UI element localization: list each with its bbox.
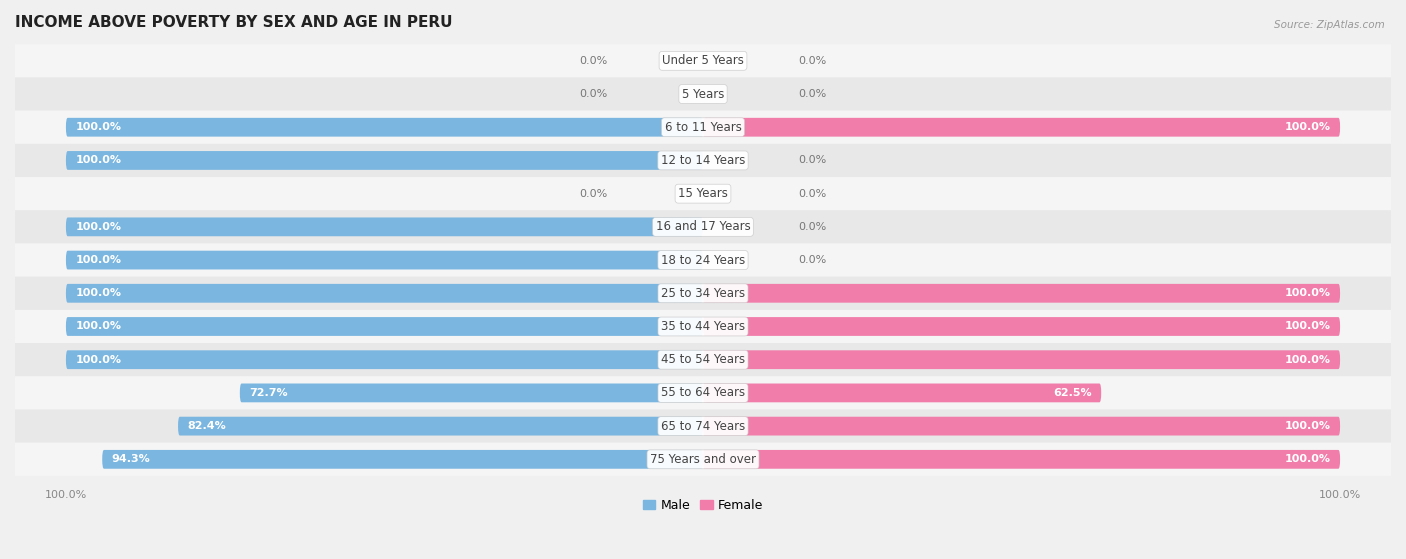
Text: 0.0%: 0.0% xyxy=(799,255,827,265)
Text: 100.0%: 100.0% xyxy=(1285,288,1330,299)
FancyBboxPatch shape xyxy=(15,277,1391,310)
FancyBboxPatch shape xyxy=(703,284,1340,302)
Text: 100.0%: 100.0% xyxy=(1285,421,1330,431)
Text: 0.0%: 0.0% xyxy=(799,89,827,99)
FancyBboxPatch shape xyxy=(66,217,703,236)
FancyBboxPatch shape xyxy=(703,317,1340,336)
Text: 65 to 74 Years: 65 to 74 Years xyxy=(661,420,745,433)
Text: 100.0%: 100.0% xyxy=(76,321,121,331)
Text: 0.0%: 0.0% xyxy=(799,155,827,165)
Text: 0.0%: 0.0% xyxy=(579,89,607,99)
Text: 82.4%: 82.4% xyxy=(187,421,226,431)
Text: 12 to 14 Years: 12 to 14 Years xyxy=(661,154,745,167)
Text: 16 and 17 Years: 16 and 17 Years xyxy=(655,220,751,233)
FancyBboxPatch shape xyxy=(15,177,1391,210)
Text: 100.0%: 100.0% xyxy=(76,122,121,132)
FancyBboxPatch shape xyxy=(15,376,1391,410)
Text: 100.0%: 100.0% xyxy=(1285,321,1330,331)
Text: 62.5%: 62.5% xyxy=(1053,388,1091,398)
FancyBboxPatch shape xyxy=(15,210,1391,244)
FancyBboxPatch shape xyxy=(66,118,703,136)
Text: 0.0%: 0.0% xyxy=(579,188,607,198)
FancyBboxPatch shape xyxy=(15,410,1391,443)
Text: 94.3%: 94.3% xyxy=(112,454,150,465)
FancyBboxPatch shape xyxy=(66,250,703,269)
FancyBboxPatch shape xyxy=(240,383,703,402)
FancyBboxPatch shape xyxy=(103,450,703,469)
FancyBboxPatch shape xyxy=(66,284,703,302)
FancyBboxPatch shape xyxy=(15,343,1391,376)
FancyBboxPatch shape xyxy=(66,317,703,336)
Text: 55 to 64 Years: 55 to 64 Years xyxy=(661,386,745,400)
Text: INCOME ABOVE POVERTY BY SEX AND AGE IN PERU: INCOME ABOVE POVERTY BY SEX AND AGE IN P… xyxy=(15,15,453,30)
FancyBboxPatch shape xyxy=(15,44,1391,77)
Text: 0.0%: 0.0% xyxy=(799,188,827,198)
FancyBboxPatch shape xyxy=(179,416,703,435)
Text: 100.0%: 100.0% xyxy=(1285,122,1330,132)
Text: 100.0%: 100.0% xyxy=(76,355,121,364)
Text: 100.0%: 100.0% xyxy=(76,155,121,165)
FancyBboxPatch shape xyxy=(703,118,1340,136)
Text: 0.0%: 0.0% xyxy=(799,222,827,232)
Text: 45 to 54 Years: 45 to 54 Years xyxy=(661,353,745,366)
Text: Under 5 Years: Under 5 Years xyxy=(662,54,744,67)
FancyBboxPatch shape xyxy=(15,111,1391,144)
FancyBboxPatch shape xyxy=(66,151,703,170)
Text: 35 to 44 Years: 35 to 44 Years xyxy=(661,320,745,333)
Text: 100.0%: 100.0% xyxy=(76,222,121,232)
FancyBboxPatch shape xyxy=(703,383,1101,402)
FancyBboxPatch shape xyxy=(15,443,1391,476)
Text: 5 Years: 5 Years xyxy=(682,88,724,101)
Text: 100.0%: 100.0% xyxy=(1285,355,1330,364)
Text: 100.0%: 100.0% xyxy=(76,288,121,299)
FancyBboxPatch shape xyxy=(15,244,1391,277)
Legend: Male, Female: Male, Female xyxy=(638,494,768,517)
FancyBboxPatch shape xyxy=(15,144,1391,177)
Text: 100.0%: 100.0% xyxy=(1285,454,1330,465)
FancyBboxPatch shape xyxy=(703,416,1340,435)
Text: 0.0%: 0.0% xyxy=(799,56,827,66)
Text: 15 Years: 15 Years xyxy=(678,187,728,200)
FancyBboxPatch shape xyxy=(15,77,1391,111)
Text: 18 to 24 Years: 18 to 24 Years xyxy=(661,254,745,267)
FancyBboxPatch shape xyxy=(703,350,1340,369)
FancyBboxPatch shape xyxy=(66,350,703,369)
Text: Source: ZipAtlas.com: Source: ZipAtlas.com xyxy=(1274,20,1385,30)
Text: 25 to 34 Years: 25 to 34 Years xyxy=(661,287,745,300)
FancyBboxPatch shape xyxy=(703,450,1340,469)
FancyBboxPatch shape xyxy=(15,310,1391,343)
Text: 0.0%: 0.0% xyxy=(579,56,607,66)
Text: 6 to 11 Years: 6 to 11 Years xyxy=(665,121,741,134)
Text: 72.7%: 72.7% xyxy=(249,388,288,398)
Text: 75 Years and over: 75 Years and over xyxy=(650,453,756,466)
Text: 100.0%: 100.0% xyxy=(76,255,121,265)
